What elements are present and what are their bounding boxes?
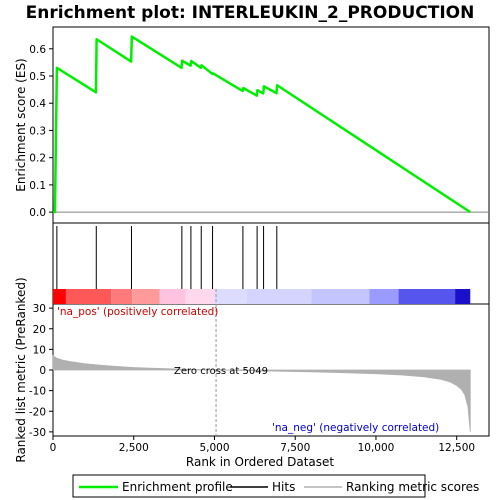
band-segment-7	[246, 289, 312, 304]
enrichment-curve	[53, 35, 489, 214]
metric-tick-label-5: -20	[29, 406, 46, 418]
color-band	[53, 289, 471, 304]
band-segment-0	[53, 289, 66, 304]
hit-lines	[56, 226, 278, 289]
es-axis-label: Enrichment score (ES)	[14, 58, 28, 191]
x-tick-label-5: 12,500	[438, 442, 475, 454]
legend-metric-label: Ranking metric scores	[346, 480, 479, 494]
metric-tick-label-6: -30	[29, 427, 46, 439]
metric-area	[52, 289, 471, 436]
x-tick-label-0: 0	[50, 442, 57, 454]
legend-enrichment-label: Enrichment profile	[122, 480, 233, 494]
neg-label: 'na_neg' (negatively correlated)	[272, 422, 439, 434]
axes: 0.0 0.1 0.2 0.3 0.4 0.5 0.6 30 20 10 0 -10 -20 -30 0 2,…	[29, 44, 475, 454]
band-segment-8	[311, 289, 370, 304]
metric-tick-label-0: 30	[33, 303, 46, 315]
es-series-line	[53, 35, 471, 214]
x-tick-label-4: 10,000	[358, 442, 395, 454]
chart-title: Enrichment plot: INTERLEUKIN_2_PRODUCTIO…	[26, 3, 475, 23]
band-segment-10	[398, 289, 456, 304]
metric-area-path	[52, 354, 471, 432]
x-tick-label-1: 2,500	[119, 442, 149, 454]
metric-axis-label: Ranked list metric (PreRanked)	[14, 277, 28, 462]
pos-label: 'na_pos' (positively correlated)	[57, 306, 218, 318]
zero-cross-label: Zero cross at 5049	[174, 366, 268, 377]
band-segment-11	[455, 289, 471, 304]
band-segment-6	[214, 289, 247, 304]
metric-tick-label-2: 10	[33, 344, 46, 356]
es-tick-label-1: 0.1	[29, 180, 46, 192]
es-panel	[52, 26, 490, 224]
es-tick-label-3: 0.3	[29, 125, 46, 137]
es-tick-label-2: 0.2	[29, 153, 46, 165]
band-segment-3	[132, 289, 160, 304]
band-segment-4	[159, 289, 186, 304]
x-tick-label-3: 7,500	[280, 442, 310, 454]
metric-tick-label-4: -10	[29, 386, 46, 398]
band-segment-9	[369, 289, 399, 304]
legend	[72, 474, 426, 498]
band-segment-5	[185, 289, 215, 304]
legend-hits-label: Hits	[272, 480, 295, 494]
es-tick-label-0: 0.0	[29, 207, 46, 219]
metric-tick-label-1: 20	[33, 324, 46, 336]
es-tick-label-5: 0.5	[29, 71, 46, 83]
x-tick-label-2: 5,000	[199, 442, 229, 454]
x-axis-label: Rank in Ordered Dataset	[186, 455, 334, 469]
band-segment-2	[111, 289, 133, 304]
es-tick-label-6: 0.6	[29, 44, 46, 56]
band-segment-1	[65, 289, 112, 304]
metric-tick-label-3: 0	[39, 365, 46, 377]
es-tick-label-4: 0.4	[29, 98, 46, 110]
